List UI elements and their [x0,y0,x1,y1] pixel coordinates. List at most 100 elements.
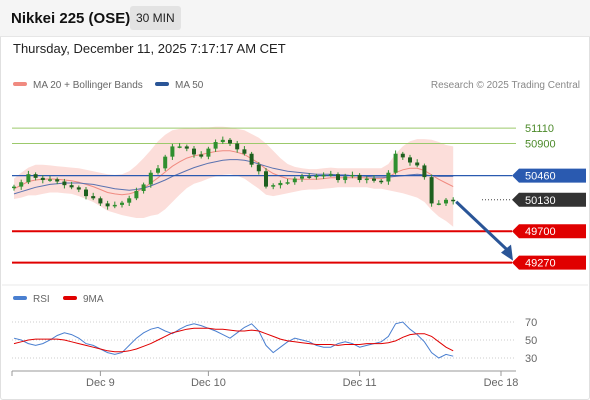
rsi-legend-label: 9MA [83,294,104,305]
legend-swatch-ma20 [13,82,27,87]
ma20-line [13,150,454,196]
candle-body [357,174,362,181]
candle-body [271,185,276,187]
candle-body [264,171,268,187]
candle-body [379,180,384,183]
candle-body [256,164,261,172]
candle-body [235,143,240,150]
candle-body [26,174,31,183]
candle-body [33,174,38,178]
forecast-arrow-head [501,244,513,261]
candle-body [55,179,60,182]
candle-body [48,179,52,181]
support-tag [512,224,586,239]
x-axis-label: Dec 9 [86,377,115,389]
candle-body [422,165,427,178]
bollinger-band [14,126,454,227]
candle-body [321,174,326,177]
candle-body [98,198,103,204]
last-price-label: 50130 [525,195,556,207]
rsi-ma9-line [13,327,454,353]
candle-body [112,204,117,207]
candle-body [84,189,88,197]
rsi-legend-label: RSI [33,294,50,305]
candle-body [249,153,254,165]
last-price-tag [512,192,586,207]
credit: Research © 2025 Trading Central [430,80,580,91]
candle-body [220,139,225,143]
legend-swatch-ma50 [155,82,169,87]
legend-ma50: MA 50 [155,80,203,91]
rsi-legend-swatch [13,296,27,300]
candle-body [400,153,405,158]
rsi-tick-label: 30 [525,353,537,365]
candle-body [62,181,67,186]
candle-body [127,198,132,203]
x-axis-label: Dec 18 [484,377,519,389]
candle-body [19,182,24,187]
rsi-legend-swatch [63,296,77,300]
candle-body [40,177,45,181]
candle-body [242,149,247,154]
candle-body [148,172,153,185]
legend-label-ma20: MA 20 + Bollinger Bands [33,80,143,91]
header-bar: Nikkei 225 (OSE) 30 MIN [0,0,590,37]
candle-body [12,186,16,189]
candle-body [228,139,232,144]
candle-body [343,176,348,181]
ma50-line [13,159,454,195]
candle-body [372,178,376,181]
x-axis-label: Dec 11 [343,377,377,389]
candle-body [300,176,304,179]
candle-body [314,175,319,178]
candle-body [393,153,398,173]
legend-label-ma50: MA 50 [175,80,204,91]
forecast-arrow-shaft [455,200,510,252]
candle-body [163,156,168,169]
candle-body [429,177,434,204]
resistance-label: 51110 [525,123,554,135]
rsi-tick-label: 70 [525,317,537,329]
candle-body [192,148,196,155]
candle-body [278,182,283,186]
rsi-line [13,321,454,359]
legend-ma20-bb: MA 20 + Bollinger Bands [13,80,143,91]
candle-body [336,174,340,181]
candle-body [134,191,139,199]
rsi-tick-label: 50 [525,335,537,347]
candle-body [444,199,448,204]
candle-body [415,162,420,166]
candle-body [436,203,441,205]
candle-body [451,199,456,202]
candle-body [177,146,182,148]
candle-body [69,185,74,188]
pivot-tag [512,168,586,183]
candle-body [408,157,412,163]
candle-body [76,187,81,190]
candle-body [184,146,189,149]
candle-body [199,154,204,157]
support-label: 49700 [525,226,556,238]
candle-body [328,174,333,176]
interval-badge[interactable]: 30 MIN [130,6,181,30]
instrument-title: Nikkei 225 (OSE) [11,10,131,27]
x-axis-label: Dec 10 [191,377,226,389]
candle-body [105,203,110,207]
candle-body [213,142,218,149]
candle-body [307,176,312,178]
candle-body [141,184,146,191]
resistance-label: 50900 [525,139,556,151]
candle-body [364,178,369,181]
support-label: 49270 [525,258,556,270]
candle-body [350,174,355,177]
timestamp: Thursday, December 11, 2025 7:17:17 AM C… [13,41,286,56]
candle-body [156,168,160,173]
candle-body [285,182,290,184]
candle-body [91,196,96,199]
candle-body [292,178,297,183]
candle-body [120,202,124,205]
support-tag [512,255,586,270]
candle-body [170,146,175,157]
candle-body [386,172,391,182]
